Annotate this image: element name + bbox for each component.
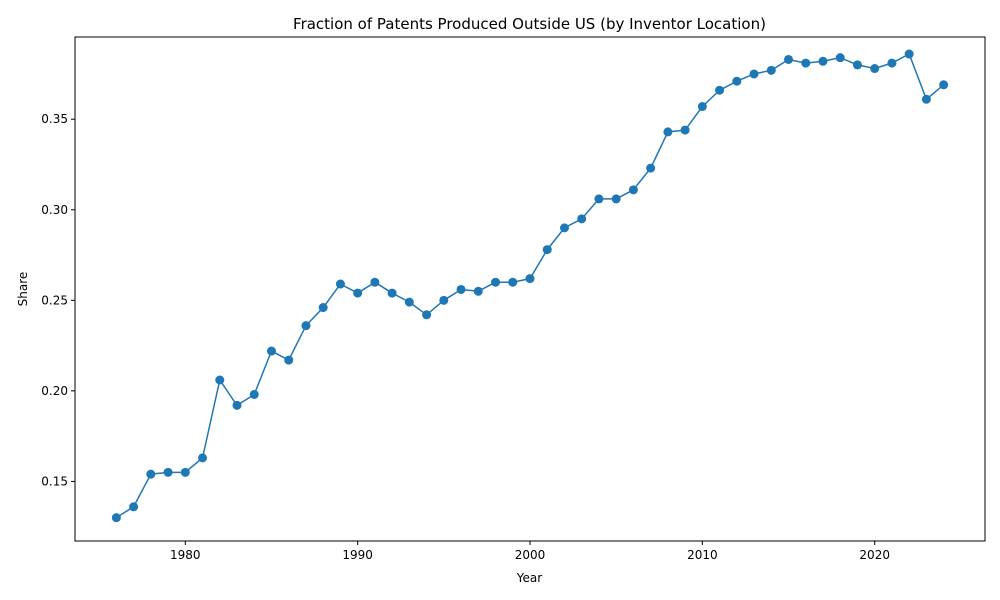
data-point bbox=[629, 185, 638, 194]
data-point bbox=[887, 59, 896, 68]
data-point bbox=[560, 223, 569, 232]
data-point bbox=[405, 298, 414, 307]
data-point bbox=[474, 287, 483, 296]
data-point bbox=[215, 376, 224, 385]
data-point bbox=[422, 310, 431, 319]
data-point bbox=[715, 86, 724, 95]
x-axis-title: Year bbox=[516, 571, 542, 585]
data-point bbox=[732, 77, 741, 86]
data-point bbox=[801, 59, 810, 68]
data-point bbox=[181, 468, 190, 477]
data-point bbox=[750, 69, 759, 78]
x-tick-label: 2000 bbox=[515, 548, 546, 562]
y-tick-label: 0.35 bbox=[41, 112, 68, 126]
data-point bbox=[267, 347, 276, 356]
data-point bbox=[698, 102, 707, 111]
data-point bbox=[284, 356, 293, 365]
data-point bbox=[146, 470, 155, 479]
data-point bbox=[508, 278, 517, 287]
data-point bbox=[353, 289, 362, 298]
data-point bbox=[922, 95, 931, 104]
data-point bbox=[370, 278, 379, 287]
y-tick-label: 0.15 bbox=[41, 474, 68, 488]
data-point bbox=[612, 194, 621, 203]
x-tick-label: 2020 bbox=[859, 548, 890, 562]
data-point bbox=[818, 57, 827, 66]
data-point bbox=[663, 127, 672, 136]
data-point bbox=[336, 280, 345, 289]
data-point bbox=[250, 390, 259, 399]
y-tick-label: 0.30 bbox=[41, 203, 68, 217]
data-point bbox=[784, 55, 793, 64]
data-point bbox=[457, 285, 466, 294]
data-point bbox=[439, 296, 448, 305]
data-point bbox=[836, 53, 845, 62]
x-tick-label: 2010 bbox=[687, 548, 718, 562]
data-point bbox=[129, 502, 138, 511]
x-tick-label: 1990 bbox=[342, 548, 373, 562]
chart-title: Fraction of Patents Produced Outside US … bbox=[293, 15, 766, 33]
data-point bbox=[870, 64, 879, 73]
data-point bbox=[905, 50, 914, 59]
data-point bbox=[319, 303, 328, 312]
data-point bbox=[853, 60, 862, 69]
data-point bbox=[543, 245, 552, 254]
data-point bbox=[198, 453, 207, 462]
y-tick-label: 0.25 bbox=[41, 293, 68, 307]
data-point bbox=[526, 274, 535, 283]
data-point bbox=[594, 194, 603, 203]
y-tick-label: 0.20 bbox=[41, 384, 68, 398]
data-point bbox=[112, 513, 121, 522]
data-point bbox=[646, 164, 655, 173]
data-point bbox=[388, 289, 397, 298]
data-point bbox=[233, 401, 242, 410]
data-point bbox=[491, 278, 500, 287]
y-axis-title: Share bbox=[16, 272, 30, 307]
data-point bbox=[681, 126, 690, 135]
data-point bbox=[577, 214, 586, 223]
data-point bbox=[767, 66, 776, 75]
data-point bbox=[301, 321, 310, 330]
data-point bbox=[164, 468, 173, 477]
x-tick-label: 1980 bbox=[170, 548, 201, 562]
data-point bbox=[939, 80, 948, 89]
